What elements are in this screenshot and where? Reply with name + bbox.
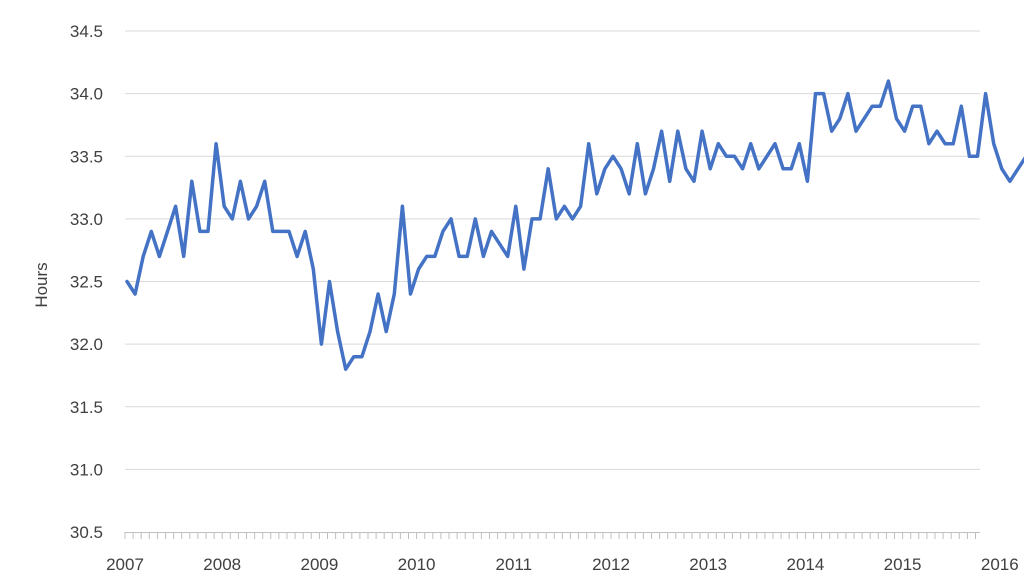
x-tick-label: 2010 (398, 555, 436, 574)
y-tick-label: 32.0 (70, 335, 103, 354)
y-tick-label: 33.5 (70, 147, 103, 166)
y-tick-label: 33.0 (70, 210, 103, 229)
x-axis (124, 532, 980, 539)
series-line (125, 79, 1024, 371)
x-tick-label: 2008 (203, 555, 241, 574)
y-tick-label: 34.0 (70, 85, 103, 104)
x-tick-label: 2015 (884, 555, 922, 574)
y-tick-label: 32.5 (70, 273, 103, 292)
x-tick-label: 2016 (981, 555, 1019, 574)
y-axis-label: Hours (32, 262, 51, 307)
y-tick-label: 30.5 (70, 523, 103, 542)
x-tick-label: 2011 (496, 555, 533, 574)
x-tick-label: 2012 (592, 555, 630, 574)
series-layer (125, 79, 1024, 371)
x-tick-label: 2013 (689, 555, 727, 574)
x-tick-label: 2009 (300, 555, 338, 574)
y-tick-label: 31.5 (70, 398, 103, 417)
x-tick-labels: 2007 2008 2009 2010 2011 2012 2013 2014 2015 2016… (106, 555, 1019, 574)
gridlines (125, 30, 980, 470)
x-tick-label: 2007 (106, 555, 144, 574)
y-tick-label: 31.0 (70, 460, 103, 479)
y-tick-label: 34.5 (70, 22, 103, 41)
y-tick-labels: 30.5 31.0 31.5 32.0 32.5 33.0 33.5 34.0 34.5 (70, 22, 103, 542)
x-tick-label: 2014 (786, 555, 824, 574)
